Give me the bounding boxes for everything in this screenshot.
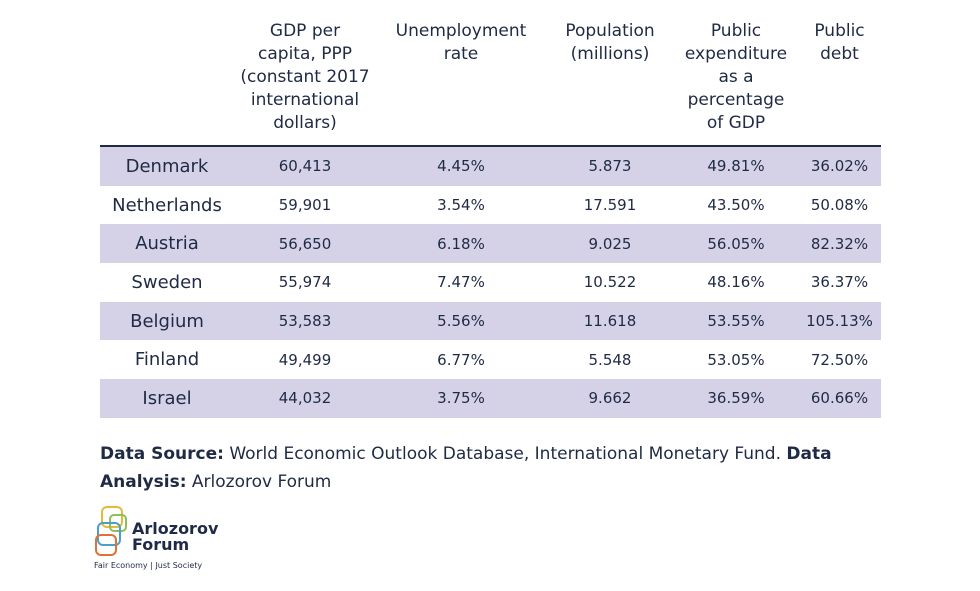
value-cell: 59,901 (278, 196, 332, 215)
value-cell: 11.618 (546, 301, 674, 341)
value-cell: 9.662 (546, 379, 674, 418)
data-table-container: GDP per capita, PPP (constant 2017 internat… (100, 20, 881, 418)
logo-icon (95, 506, 127, 556)
value-cell: 7.47% (437, 273, 485, 292)
source-text: World Economic Outlook Database, Interna… (223, 444, 787, 464)
value-cell: 36.02% (798, 146, 881, 186)
logo-tagline: Fair Economy | Just Society (94, 561, 203, 570)
table-row: Austria 56,650 6.18% 9.025 56.05% 82.32% (100, 224, 881, 264)
value-cell: 50.08% (810, 196, 869, 215)
value-cell: 72.50% (810, 350, 869, 369)
table-row: Netherlands 59,901 3.54% 17.591 43.50% 50.08% (100, 186, 881, 225)
table-row: Belgium 53,583 5.56% 11.618 53.55% 105.13% (100, 301, 881, 341)
value-cell: 6.77% (437, 350, 485, 369)
logo-square-yellow (101, 506, 123, 528)
value-cell: 9.025 (546, 224, 674, 264)
table-row: Finland 49,499 6.77% 5.548 53.05% 72.50% (100, 340, 881, 379)
header-unemployment: Unemployment rate (395, 21, 527, 64)
value-cell: 5.548 (588, 350, 632, 369)
economic-indicators-table: GDP per capita, PPP (constant 2017 internat… (100, 20, 881, 418)
value-cell: 44,032 (234, 379, 376, 418)
value-cell: 53.55% (674, 301, 798, 341)
value-cell: 53,583 (234, 301, 376, 341)
country-cell: Israel (100, 379, 234, 418)
source-label: Data Source: (100, 444, 224, 464)
country-cell: Austria (100, 224, 234, 264)
value-cell: 48.16% (707, 273, 765, 292)
logo-name-line1: Arlozorov (132, 519, 219, 538)
arlozorov-forum-logo: Arlozorov Forum Fair Economy | Just Soci… (94, 505, 234, 575)
analysis-label: Data Analysis: (100, 444, 832, 492)
country-cell: Netherlands (112, 194, 222, 216)
value-cell: 105.13% (798, 301, 881, 341)
value-cell: 3.75% (376, 379, 546, 418)
country-cell: Finland (134, 349, 200, 371)
value-cell: 3.54% (437, 196, 485, 215)
value-cell: 55,974 (278, 273, 332, 292)
value-cell: 36.37% (810, 273, 869, 292)
value-cell: 10.522 (583, 273, 637, 292)
analysis-text: Arlozorov Forum (186, 472, 332, 492)
value-cell: 43.50% (707, 196, 765, 215)
value-cell: 60.66% (798, 379, 881, 418)
value-cell: 56.05% (674, 224, 798, 264)
logo-square-blue (97, 522, 121, 546)
table-row: Israel 44,032 3.75% 9.662 36.59% 60.66% (100, 379, 881, 418)
value-cell: 17.591 (583, 196, 637, 215)
logo-square-orange (95, 534, 117, 556)
value-cell: 5.56% (376, 301, 546, 341)
country-cell: Belgium (100, 301, 234, 341)
country-cell: Denmark (100, 146, 234, 186)
value-cell: 5.873 (546, 146, 674, 186)
header-gdp-per-capita: GDP per capita, PPP (constant 2017 internat… (240, 21, 370, 133)
header-public-expenditure: Public expenditure as a percentage of GDP (684, 21, 788, 133)
country-cell: Sweden (131, 271, 203, 293)
table-row: Denmark 60,413 4.45% 5.873 49.81% 36.02% (100, 146, 881, 186)
value-cell: 4.45% (376, 146, 546, 186)
value-cell: 56,650 (234, 224, 376, 264)
value-cell: 53.05% (707, 350, 765, 369)
value-cell: 6.18% (376, 224, 546, 264)
table-header-row: GDP per capita, PPP (constant 2017 internat… (100, 20, 881, 146)
value-cell: 60,413 (234, 146, 376, 186)
value-cell: 36.59% (674, 379, 798, 418)
logo-name-line2: Forum (132, 535, 190, 554)
table-row: Sweden 55,974 7.47% 10.522 48.16% 36.37% (100, 263, 881, 302)
value-cell: 49,499 (278, 350, 332, 369)
value-cell: 82.32% (798, 224, 881, 264)
header-country (100, 20, 234, 146)
value-cell: 49.81% (674, 146, 798, 186)
header-population: Population (millions) (565, 21, 655, 64)
header-public-debt: Public debt (814, 21, 865, 64)
logo-wordmark: Arlozorov Forum (132, 521, 218, 553)
data-source-note: Data Source: World Economic Outlook Data… (100, 440, 890, 496)
